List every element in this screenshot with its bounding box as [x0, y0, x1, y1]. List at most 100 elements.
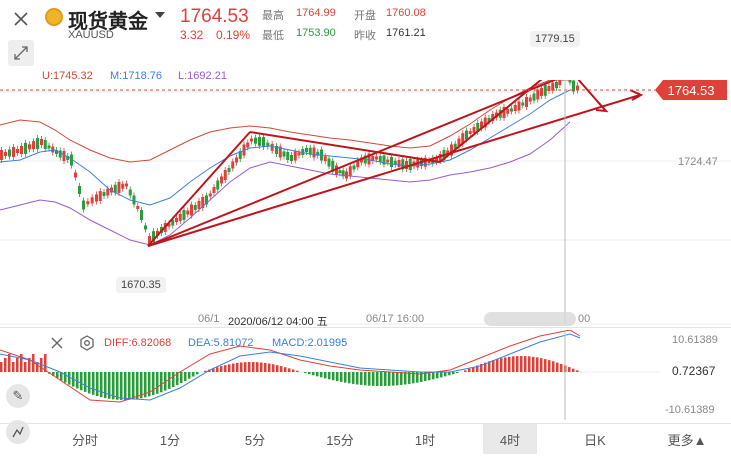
candle-body: [12, 147, 15, 157]
indicator-settings-icon[interactable]: [74, 330, 100, 356]
macd-bar: [568, 367, 571, 372]
candle-body: [43, 140, 47, 149]
macd-bar: [116, 372, 119, 400]
candle-body: [86, 201, 90, 205]
candle-body: [262, 137, 265, 147]
macd-bar: [428, 372, 431, 381]
candle-body: [266, 142, 270, 147]
candle-body: [197, 201, 201, 209]
tab-1hour[interactable]: 1时: [414, 432, 436, 448]
macd-bar: [100, 372, 103, 398]
candle-body: [528, 97, 532, 102]
candle-body: [8, 149, 11, 157]
dropdown-caret-icon[interactable]: [155, 12, 165, 18]
macd-bar: [8, 354, 11, 372]
candle-body: [227, 168, 231, 172]
open-value: 1760.08: [386, 7, 426, 19]
macd-axis-bottom: -10.61389: [665, 404, 715, 416]
high-callout: 1779.15: [530, 31, 580, 47]
candle-body: [555, 82, 558, 88]
current-price-tag-text: 1764.53: [667, 82, 715, 98]
x-axis-label-1: 06/1: [198, 313, 220, 325]
candle-body: [551, 82, 555, 91]
candle-body: [517, 101, 521, 111]
candle-body: [305, 148, 308, 152]
macd-bar: [160, 372, 163, 393]
candle-body: [28, 144, 31, 150]
macd-bar: [500, 358, 503, 372]
candle-body: [216, 180, 220, 190]
candle-body: [113, 184, 117, 193]
candle-body: [201, 197, 205, 208]
candle-body: [297, 152, 301, 156]
candle-body: [167, 223, 171, 227]
tab-5min[interactable]: 5分: [244, 432, 266, 448]
candle-body: [95, 194, 98, 202]
candle-body: [558, 80, 562, 86]
tab-1min[interactable]: 1分: [159, 432, 181, 448]
candle-body: [171, 219, 175, 226]
macd-bar: [32, 354, 35, 372]
macd-bar: [16, 358, 19, 372]
candle-body: [290, 155, 293, 161]
candle-body: [152, 231, 155, 243]
candle-body: [378, 156, 382, 162]
macd-bar: [228, 364, 231, 372]
macd-bar: [520, 356, 523, 372]
macd-bar: [320, 372, 323, 378]
candle-body: [117, 182, 121, 193]
pen-tool-icon[interactable]: ✎: [6, 384, 30, 408]
macd-bar: [76, 372, 79, 389]
macd-bar: [556, 362, 559, 372]
macd-bar: [196, 372, 199, 375]
macd-bar: [532, 356, 535, 372]
candlestick-chart[interactable]: [0, 80, 731, 330]
tab-4hour[interactable]: 4时: [483, 424, 537, 454]
tab-more[interactable]: 更多▲: [667, 432, 707, 448]
macd-bar: [284, 367, 287, 372]
macd-bar: [448, 372, 451, 376]
candle-body: [58, 150, 62, 158]
macd-bar: [420, 372, 423, 382]
macd-bar: [272, 364, 275, 372]
macd-bar: [276, 365, 279, 372]
candle-body: [331, 160, 335, 172]
trendline-tool-icon[interactable]: [6, 420, 30, 444]
tab-daily[interactable]: 日K: [584, 432, 606, 448]
expand-icon[interactable]: [8, 40, 34, 66]
macd-bar: [376, 372, 379, 386]
tab-intraday[interactable]: 分时: [71, 432, 98, 448]
macd-bar: [28, 358, 31, 372]
candle-body: [536, 89, 540, 100]
macd-bar: [260, 362, 263, 372]
x-axis-label-2: 06/17 16:00: [366, 313, 425, 325]
macd-bar: [396, 372, 399, 386]
macd-bar: [92, 372, 95, 395]
macd-bar: [80, 372, 83, 391]
close-icon[interactable]: [8, 6, 34, 32]
macd-chart[interactable]: [0, 330, 731, 420]
macd-bar: [268, 363, 271, 372]
candle-body: [572, 80, 575, 92]
candle-body: [20, 146, 23, 154]
macd-bar: [156, 372, 159, 394]
candle-body: [506, 108, 510, 114]
macd-bar: [352, 372, 355, 384]
candle-body: [345, 171, 348, 179]
macd-bar: [540, 358, 543, 372]
macd-bar: [240, 362, 243, 372]
close-indicator-icon[interactable]: [44, 330, 70, 356]
candle-body: [36, 138, 39, 150]
candle-body: [576, 85, 579, 91]
macd-bar: [436, 372, 439, 379]
instrument-title[interactable]: 现货黄金: [68, 11, 148, 33]
macd-axis-mid: 0.72367: [672, 364, 716, 378]
tab-15min[interactable]: 15分: [326, 432, 354, 448]
candle-body: [238, 151, 242, 159]
boll-mid-value: M:1718.76: [110, 70, 162, 82]
macd-bar: [136, 372, 139, 399]
candle-body: [250, 138, 253, 142]
candle-body: [282, 151, 286, 157]
candle-body: [543, 84, 547, 96]
macd-bar: [224, 365, 227, 372]
